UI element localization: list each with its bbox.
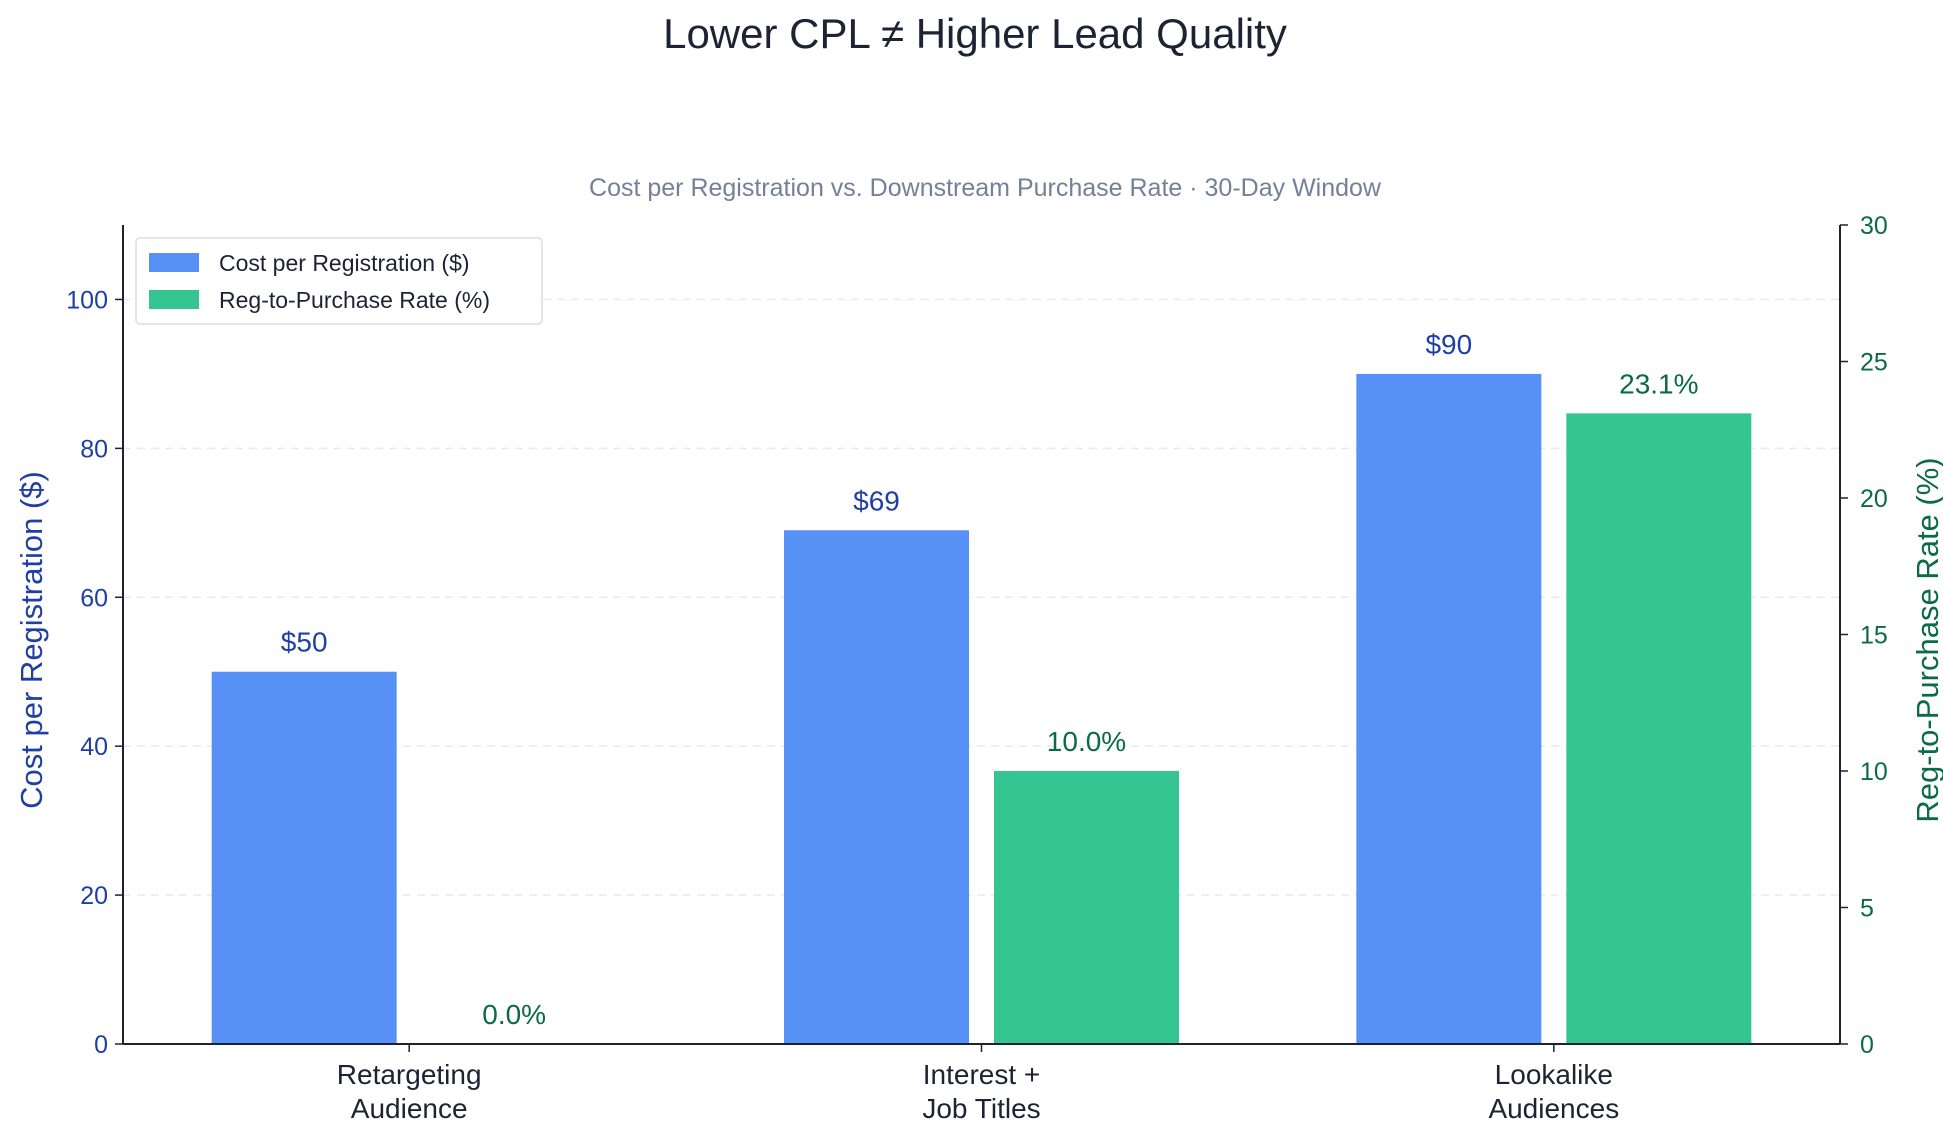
category-label: Audience (351, 1093, 468, 1124)
legend-label-cost: Cost per Registration ($) (219, 250, 470, 276)
chart-title: Lower CPL ≠ Higher Lead Quality (663, 10, 1287, 57)
right-tick-label: 25 (1860, 349, 1888, 377)
category-label: Lookalike (1495, 1059, 1613, 1090)
data-label-cost: $50 (281, 627, 328, 658)
left-axis-label: Cost per Registration ($) (14, 471, 49, 809)
bar-cost (211, 671, 397, 1044)
left-tick-label: 100 (66, 286, 108, 314)
left-tick-label: 40 (80, 733, 108, 761)
bar-rate (994, 771, 1179, 1044)
bar-rate (1566, 413, 1752, 1044)
category-label: Job Titles (922, 1093, 1040, 1124)
left-tick-label: 0 (94, 1031, 108, 1059)
left-tick-label: 20 (80, 882, 108, 910)
data-label-cost: $69 (853, 485, 900, 516)
left-tick-label: 60 (80, 584, 108, 612)
data-label-rate: 23.1% (1619, 368, 1698, 399)
data-labels: $50 0.0% $69 10.0% $90 23.1% (281, 329, 1699, 1030)
right-tick-label: 5 (1860, 895, 1874, 923)
legend: Cost per Registration ($) Reg-to-Purchas… (135, 237, 543, 325)
right-tick-label: 30 (1860, 212, 1888, 240)
legend-swatch-rate (149, 290, 199, 309)
bar-cost (1356, 373, 1542, 1045)
category-label: Audiences (1488, 1093, 1619, 1124)
right-axis-label: Reg-to-Purchase Rate (%) (1910, 457, 1943, 822)
chart-subtitle: Cost per Registration vs. Downstream Pur… (589, 174, 1382, 202)
data-label-rate: 0.0% (482, 999, 546, 1030)
bars (211, 373, 1752, 1045)
category-label: Interest + (923, 1059, 1041, 1090)
data-label-cost: $90 (1425, 329, 1472, 360)
right-tick-label: 15 (1860, 622, 1888, 650)
right-axis-ticks: 0 5 10 15 20 25 30 (1840, 212, 1888, 1059)
right-tick-label: 20 (1860, 485, 1888, 513)
category-label: Retargeting (337, 1059, 482, 1090)
left-axis-ticks: 0 20 40 60 80 100 (66, 286, 123, 1059)
left-tick-label: 80 (80, 435, 108, 463)
data-label-rate: 10.0% (1047, 726, 1126, 757)
right-tick-label: 0 (1860, 1031, 1874, 1059)
legend-box (135, 237, 543, 325)
legend-label-rate: Reg-to-Purchase Rate (%) (219, 287, 490, 313)
right-tick-label: 10 (1860, 758, 1888, 786)
legend-swatch-cost (149, 253, 199, 272)
bar-cost (784, 530, 969, 1044)
